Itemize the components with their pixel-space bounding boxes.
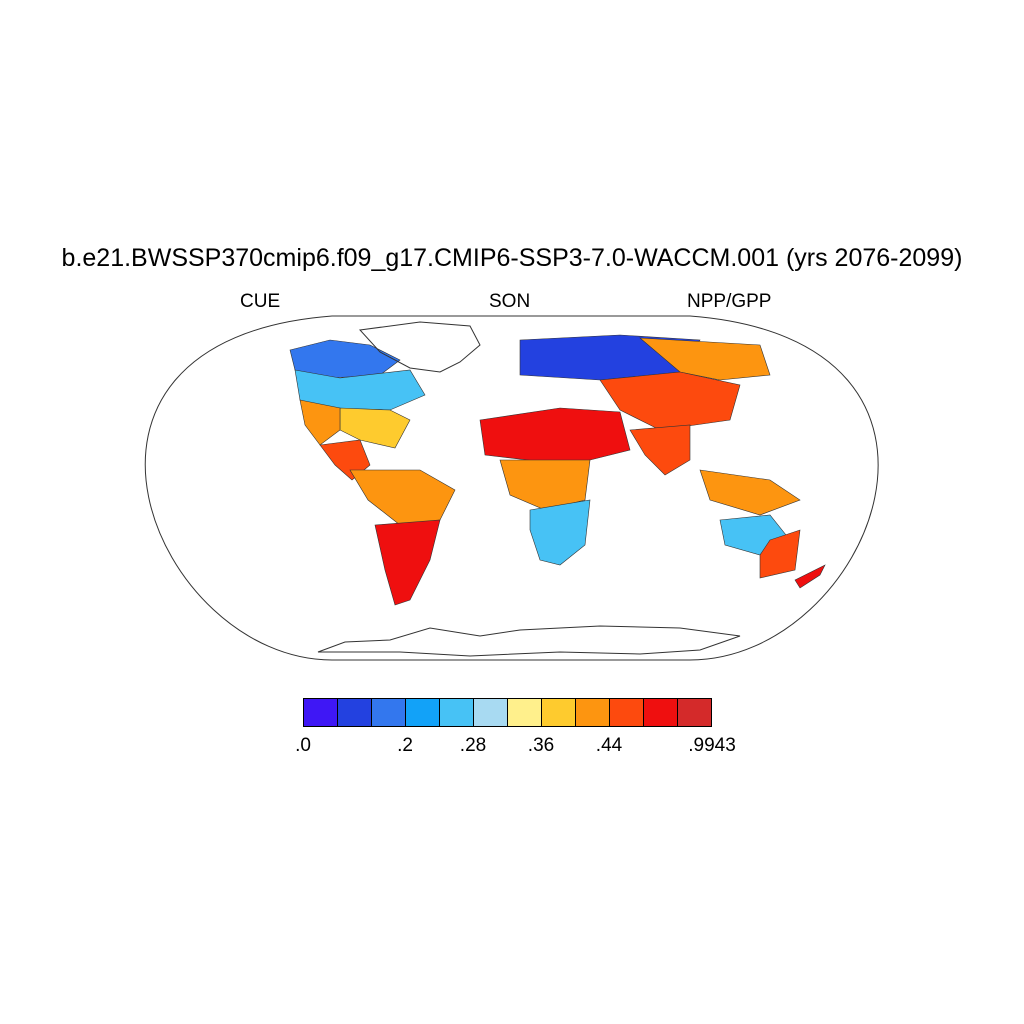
colorbar-tick-label: .0 [295,735,311,756]
colorbar-cell [508,699,542,726]
colorbar-tick-label: .28 [459,735,487,756]
figure-title: b.e21.BWSSP370cmip6.f09_g17.CMIP6-SSP3-7… [61,244,963,272]
map-region [374,519,441,606]
map-region [529,499,591,566]
antarctica-outline [317,625,741,657]
colorbar-tick-label: .44 [595,735,623,756]
colorbar-tick-label: .9943 [688,735,736,756]
colorbar-tick-label: .36 [527,735,555,756]
map-region [599,371,741,431]
colorbar [303,698,712,727]
colorbar-cell [338,699,372,726]
map-region [299,399,341,446]
colorbar-cell [372,699,406,726]
map-region [699,469,801,516]
colorbar-cell [440,699,474,726]
colorbar-cell [644,699,678,726]
colorbar-cell [542,699,576,726]
map-region [794,564,826,589]
colorbar-tick-label: .2 [397,735,413,756]
map-region [639,337,771,381]
colorbar-cell [406,699,440,726]
colorbar-cell [610,699,644,726]
map-region [479,407,631,466]
colorbar-cell [304,699,338,726]
colorbar-cell [474,699,508,726]
variable-label: CUE [240,291,281,312]
greenland-outline [358,321,481,373]
map-regions [289,334,826,606]
units-label: NPP/GPP [687,291,772,312]
colorbar-cell [576,699,610,726]
season-label: SON [489,291,531,312]
map-region [629,424,691,476]
map-region [759,529,801,579]
colorbar-cell [678,699,711,726]
